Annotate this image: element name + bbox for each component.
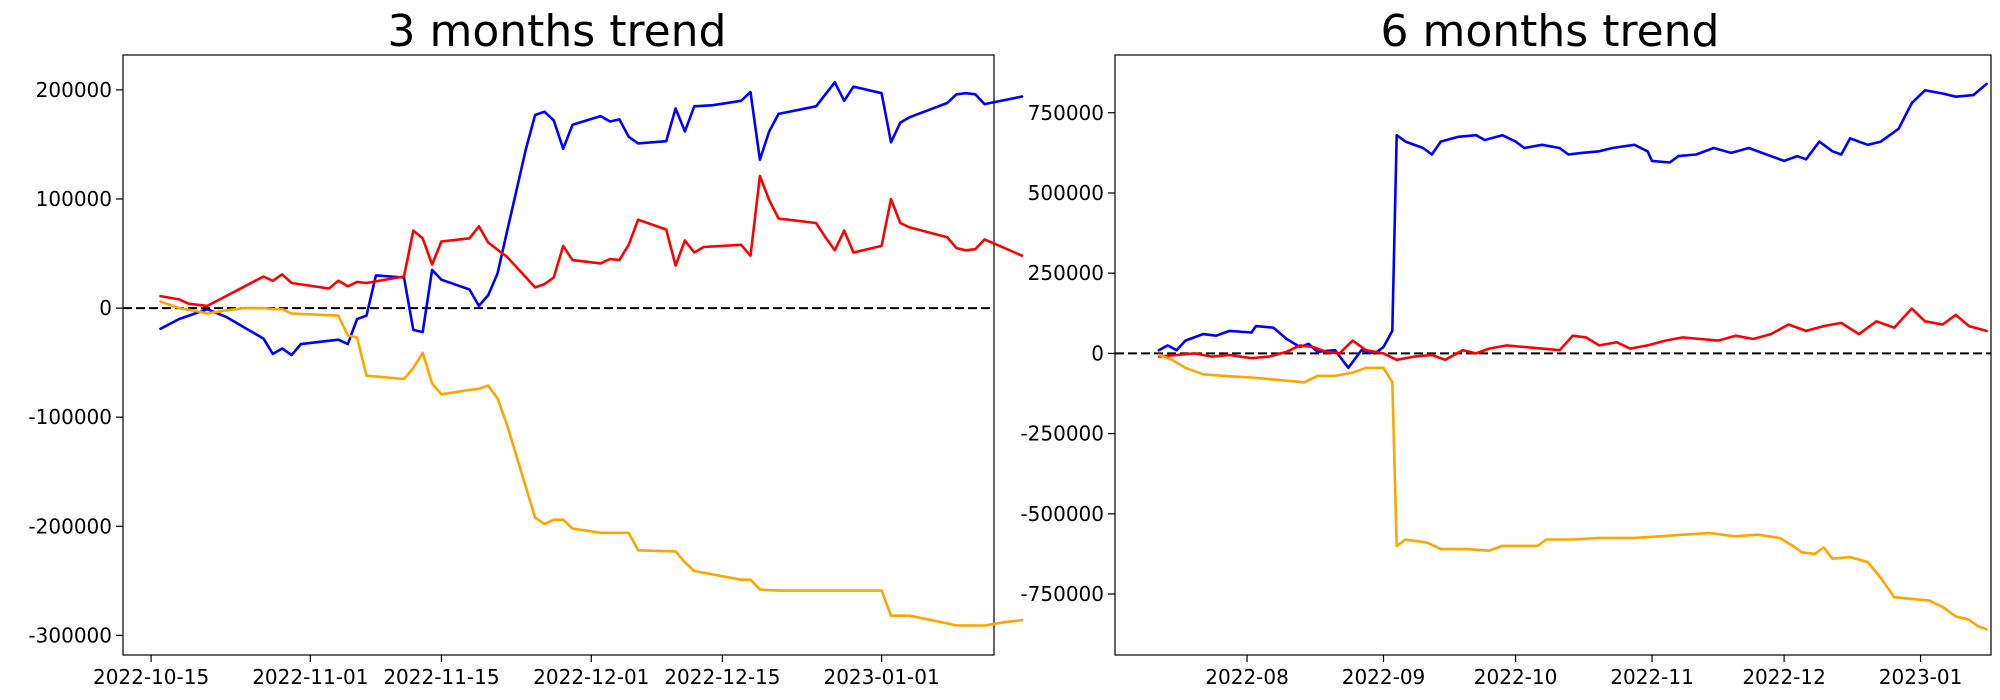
x-tick-label: 2022-12-01 (533, 665, 649, 689)
y-tick-label: 750000 (1028, 101, 1104, 125)
y-tick-label: 500000 (1028, 181, 1104, 205)
chart-title: 6 months trend (1381, 6, 1720, 57)
plot-frame (1114, 54, 1992, 656)
series-line-2 (159, 300, 1024, 627)
chart-6-months: 6 months trend -750000 -500000 -250000 0 250… (1020, 6, 1992, 689)
series-line-1 (1157, 307, 1988, 362)
y-tick-label: -750000 (1020, 582, 1104, 606)
chart-3-months: 3 months trend -300000 -200000 -100000 0 100… (28, 6, 1024, 689)
x-tick-label: 2022-10 (1474, 665, 1558, 689)
y-tick-label: -100000 (28, 405, 112, 429)
x-tick-label: 2022-12 (1742, 665, 1826, 689)
x-tick-label: 2022-10-15 (93, 665, 209, 689)
y-tick-label: -300000 (28, 623, 112, 647)
y-tick-label: 0 (1091, 341, 1104, 365)
y-tick-label: -200000 (28, 514, 112, 538)
x-tick-label: 2022-12-15 (664, 665, 780, 689)
x-tick-label: 2022-11-15 (383, 665, 499, 689)
x-tick-label: 2022-08 (1205, 665, 1289, 689)
x-tick-label: 2023-01-01 (823, 665, 939, 689)
x-tick-label: 2022-11-01 (252, 665, 368, 689)
x-tick-label: 2023-01 (1879, 665, 1963, 689)
series-line-0 (1157, 82, 1988, 370)
y-tick-label: -500000 (1020, 502, 1104, 526)
series-line-1 (159, 174, 1024, 308)
y-tick-label: 100000 (36, 187, 112, 211)
y-tick-label: -250000 (1020, 422, 1104, 446)
series-line-2 (1157, 353, 1988, 631)
y-tick-label: 250000 (1028, 261, 1104, 285)
chart-title: 3 months trend (388, 6, 727, 57)
x-tick-label: 2022-11 (1610, 665, 1694, 689)
plot-frame (122, 54, 995, 656)
x-tick-label: 2022-09 (1342, 665, 1426, 689)
y-tick-label: 0 (99, 296, 112, 320)
series-line-0 (159, 81, 1024, 357)
y-tick-label: 200000 (36, 78, 112, 102)
